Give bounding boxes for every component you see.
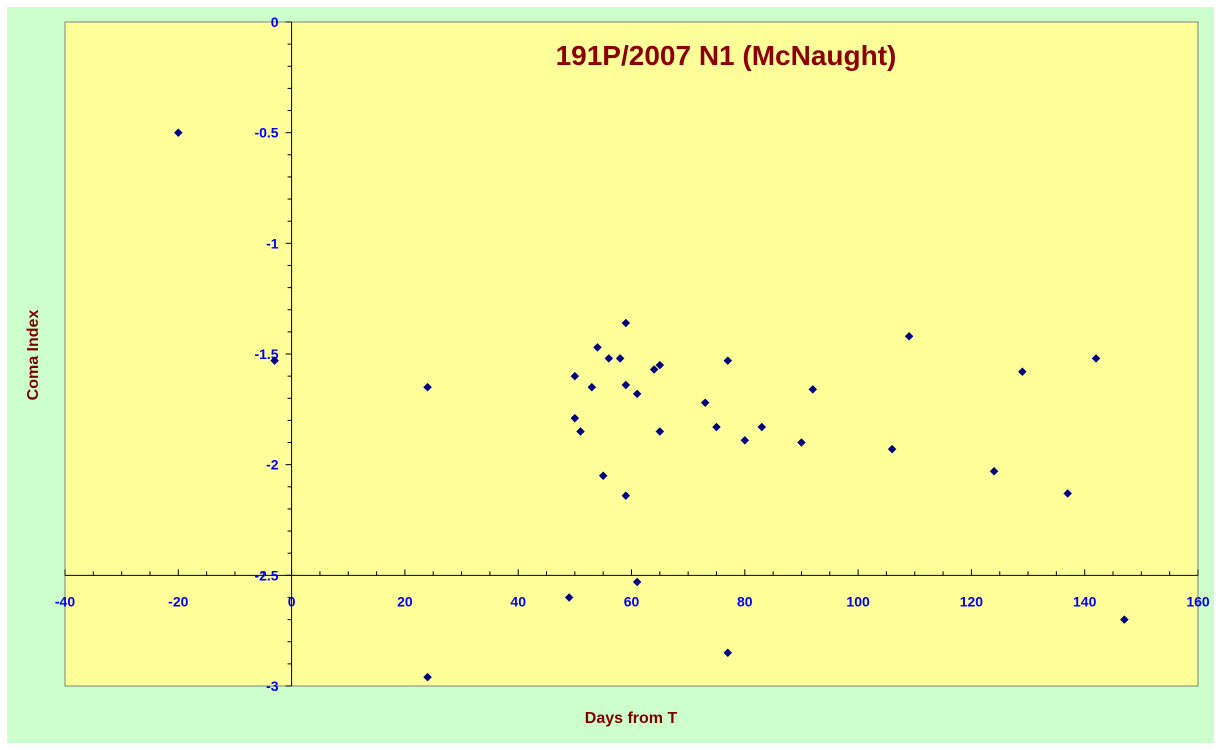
data-point (723, 648, 733, 658)
y-tick-label: -2 (266, 457, 279, 473)
y-tick-label: -3 (266, 678, 279, 694)
data-point (621, 491, 631, 501)
data-point (604, 354, 614, 363)
data-point (576, 427, 585, 436)
data-point (598, 471, 608, 481)
x-tick-label: 140 (1073, 593, 1097, 609)
data-point (1120, 615, 1129, 624)
x-tick-label: -20 (168, 593, 188, 609)
y-tick-label: -1.5 (254, 346, 278, 362)
x-tick-label: 120 (960, 593, 984, 609)
data-point (423, 672, 432, 682)
data-point (1063, 489, 1073, 498)
data-point (757, 422, 767, 432)
data-point (621, 318, 631, 328)
data-point (564, 593, 574, 602)
x-tick-label: 20 (397, 593, 413, 609)
x-axis-title: Days from T (585, 710, 678, 727)
data-points (173, 128, 1129, 682)
y-axis-title: Coma Index (25, 310, 42, 401)
data-point (1091, 354, 1101, 363)
data-point (740, 435, 750, 445)
x-tick-label: 160 (1186, 593, 1210, 609)
axes (64, 21, 1199, 687)
data-point (649, 365, 659, 374)
data-point (632, 389, 642, 399)
x-tick-label: 100 (846, 593, 870, 609)
data-point (989, 466, 999, 476)
data-point (887, 444, 897, 454)
data-point (712, 422, 721, 432)
data-point (570, 413, 580, 423)
x-tick-label: 60 (624, 593, 640, 609)
data-point (655, 360, 665, 370)
data-point (797, 438, 806, 447)
data-point (423, 382, 432, 392)
chart-area: -40 -20 0 20 40 60 80 100 120 140 160 0 -0.5 -1 -1.5 -… (7, 7, 1214, 743)
data-point (173, 128, 183, 138)
chart-svg: -40 -20 0 20 40 60 80 100 120 140 160 0 -0.5 -1 -1.5 -… (25, 14, 1210, 727)
y-tick-label: -2.5 (254, 567, 278, 583)
y-tick-label: -1 (266, 235, 279, 251)
data-point (700, 398, 710, 408)
y-tick-labels: 0 -0.5 -1 -1.5 -2 -2.5 -3 (254, 14, 278, 694)
data-point (808, 385, 818, 394)
data-point (621, 380, 631, 390)
plot-area (64, 21, 1199, 687)
x-tick-label: 40 (510, 593, 526, 609)
data-point (1018, 367, 1027, 377)
data-point (655, 427, 665, 436)
x-tick-label: 80 (737, 593, 753, 609)
x-tick-label: 0 (288, 593, 296, 609)
data-point (570, 371, 580, 381)
y-tick-label: 0 (271, 14, 279, 30)
data-point (587, 382, 597, 392)
x-tick-labels: -40 -20 0 20 40 60 80 100 120 140 160 (55, 593, 1210, 609)
data-point (270, 356, 279, 365)
data-point (632, 577, 642, 587)
data-point (904, 331, 914, 341)
data-point (593, 343, 602, 352)
data-point (615, 354, 625, 363)
y-tick-label: -0.5 (254, 125, 278, 141)
x-tick-label: -40 (55, 593, 75, 609)
data-point (723, 356, 733, 365)
chart-title: 191P/2007 N1 (McNaught) (556, 40, 897, 71)
